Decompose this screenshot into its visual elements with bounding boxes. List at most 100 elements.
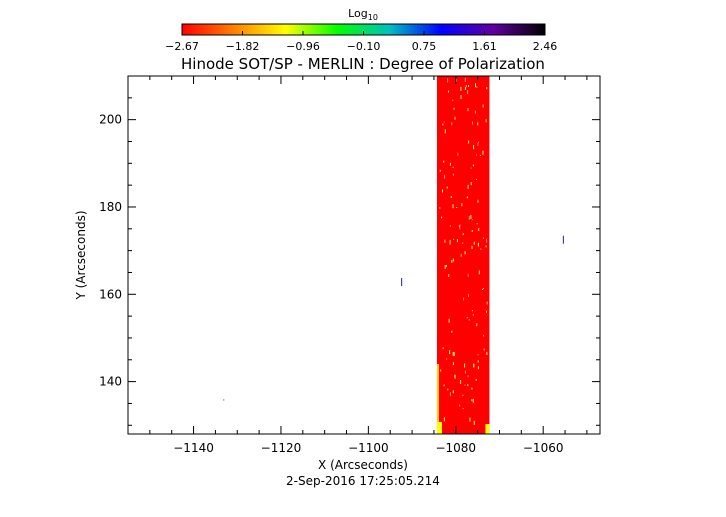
strip-speckle: [442, 189, 443, 193]
strip-speckle: [464, 77, 466, 82]
stray-mark: [223, 399, 225, 401]
strip-speckle: [472, 164, 474, 167]
strip-speckle: [452, 99, 454, 101]
strip-speckle: [443, 121, 445, 123]
strip-speckle: [486, 87, 488, 90]
strip-speckle: [452, 166, 454, 168]
strip-speckle: [463, 297, 465, 301]
colorbar-tick-label: −2.67: [165, 40, 199, 53]
x-axis-title: X (Arcseconds): [318, 458, 408, 472]
strip-speckle: [467, 375, 469, 378]
strip-speckle: [440, 369, 442, 372]
strip-speckle: [478, 228, 480, 232]
colorbar-tick-label: −0.10: [347, 40, 381, 53]
strip-body: [436, 76, 490, 434]
strip-speckle: [466, 196, 468, 199]
strip-speckle: [446, 358, 448, 360]
strip-speckle: [475, 378, 477, 381]
colorbar-ticks: −2.67 −1.82 −0.96 −0.10 0.75 1.61 2.46: [165, 31, 557, 53]
strip-speckle: [444, 174, 446, 179]
strip-speckle: [482, 237, 484, 239]
strip-speckle: [464, 251, 466, 255]
strip-speckle: [443, 160, 445, 163]
x-tick-label: −1080: [435, 441, 476, 455]
strip-speckle: [439, 207, 441, 210]
strip-speckle: [469, 417, 471, 422]
strip-speckle: [452, 390, 454, 394]
strip-speckle: [470, 214, 472, 219]
strip-speckle: [439, 169, 441, 172]
strip-speckle: [472, 313, 474, 316]
strip-speckle: [473, 420, 475, 425]
x-tick-label: −1140: [173, 441, 214, 455]
colorbar-tick-label: −1.82: [226, 40, 260, 53]
strip-speckle: [456, 239, 458, 243]
strip-speckle: [468, 215, 470, 220]
strip-speckle: [476, 86, 478, 88]
strip-speckle: [451, 122, 453, 126]
strip-speckle: [447, 78, 449, 83]
strip-speckle: [467, 90, 469, 95]
strip-speckle: [471, 399, 473, 402]
strip-speckle: [449, 225, 451, 227]
strip-speckle: [444, 265, 446, 269]
strip-speckle: [480, 248, 482, 251]
strip-speckle: [464, 370, 466, 374]
x-tick-label: −1100: [348, 441, 389, 455]
strip-speckle: [453, 238, 455, 240]
strip-speckle: [471, 310, 473, 312]
strip-speckle: [467, 108, 469, 112]
strip-speckle: [462, 233, 464, 236]
strip-speckle: [456, 207, 458, 208]
strip-speckle: [477, 142, 479, 146]
strip-speckle: [477, 354, 479, 356]
strip-speckle: [461, 203, 463, 207]
strip-speckle: [478, 270, 480, 275]
stray-marks: [223, 235, 564, 401]
strip-speckle: [454, 374, 456, 379]
strip-speckle: [451, 330, 453, 333]
strip-speckle: [471, 219, 473, 221]
colorbar-tick-label: −0.96: [286, 40, 320, 53]
strip-speckle: [464, 363, 466, 368]
strip-corner: [485, 424, 490, 434]
strip-speckle: [457, 152, 459, 156]
strip-speckle: [460, 380, 462, 384]
strip-speckle: [452, 204, 454, 209]
strip-speckle: [467, 184, 469, 189]
strip-speckle: [464, 384, 466, 386]
strip-speckle: [476, 154, 477, 156]
y-tick-label: 140: [99, 375, 122, 389]
strip-speckle: [476, 178, 477, 180]
strip-speckle: [470, 167, 472, 169]
x-tick-label: −1060: [523, 441, 564, 455]
strip-speckle: [460, 86, 462, 91]
strip-speckle: [482, 104, 484, 108]
strip-speckle: [478, 141, 479, 143]
strip-speckle: [451, 259, 453, 263]
chart-title: Hinode SOT/SP - MERLIN : Degree of Polar…: [181, 55, 545, 73]
strip-speckle: [465, 85, 467, 88]
strip-speckle: [471, 245, 473, 249]
strip-speckle: [460, 95, 462, 99]
strip-speckle: [466, 317, 468, 319]
stray-mark: [401, 278, 403, 287]
y-axis: 140 160 180 200: [99, 75, 600, 426]
strip-speckle: [448, 274, 450, 277]
stray-mark: [562, 235, 564, 244]
strip-speckle: [473, 363, 475, 368]
strip-speckle: [476, 223, 478, 225]
strip-speckle: [450, 196, 452, 198]
colorbar-tick-label: 2.46: [533, 40, 558, 53]
colorbar-tick-label: 1.61: [472, 40, 497, 53]
strip-speckle: [467, 273, 469, 277]
strip-speckle: [452, 351, 454, 356]
strip-speckle: [459, 404, 461, 407]
strip-speckle: [446, 186, 448, 189]
strip-speckle: [445, 265, 447, 267]
strip-speckle: [444, 129, 446, 134]
strip-speckle: [486, 351, 488, 355]
strip-speckle: [448, 90, 449, 93]
